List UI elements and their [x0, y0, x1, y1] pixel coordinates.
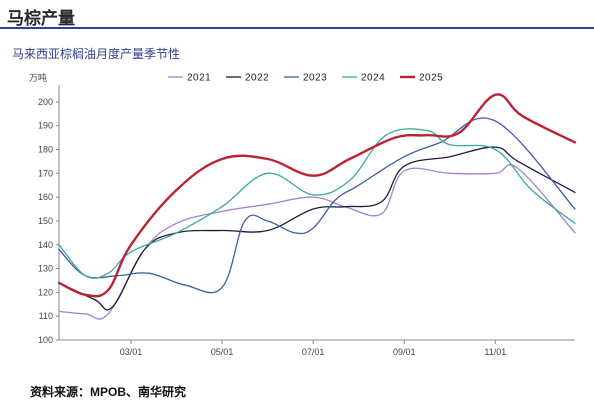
x-tick-label: 07/01: [302, 347, 325, 357]
chart-legend: 2021 2022 2023 2024 2025: [168, 73, 443, 84]
series-line-2021: [58, 164, 576, 320]
header-divider: [0, 27, 594, 29]
x-tick-label: 05/01: [211, 347, 234, 357]
y-tick-label: 190: [38, 121, 53, 131]
series-line-2024: [58, 128, 576, 280]
x-tick-label: 09/01: [393, 347, 416, 357]
legend-label-2025: 2025: [419, 73, 443, 84]
legend-label-2022: 2022: [245, 73, 269, 84]
x-tick-label: 03/01: [120, 347, 143, 357]
legend-label-2024: 2024: [361, 73, 385, 84]
y-tick-label: 130: [38, 264, 53, 274]
y-tick-label: 200: [38, 97, 53, 107]
series-line-2023: [58, 117, 576, 294]
x-axis: 03/01 05/01 07/01 09/01 11/01: [59, 339, 575, 357]
y-tick-label: 160: [38, 192, 53, 202]
y-tick-label: 140: [38, 240, 53, 250]
y-tick-label: 180: [38, 145, 53, 155]
series-line-2022: [58, 146, 576, 311]
report-header: 马棕产量: [0, 0, 594, 30]
y-axis: 万吨 100 110 120 130 140 150 160 170 180 190 200: [29, 72, 60, 345]
series-line-2025: [57, 93, 577, 298]
y-tick-label: 120: [38, 287, 53, 297]
y-tick-label: 100: [38, 335, 53, 345]
y-tick-label: 170: [38, 168, 53, 178]
legend-label-2023: 2023: [303, 73, 327, 84]
y-axis-unit-label: 万吨: [29, 72, 47, 83]
page-title: 马棕产量: [7, 9, 75, 28]
y-tick-label: 150: [38, 216, 53, 226]
chart-title: 马来西亚棕榈油月度产量季节性: [12, 47, 181, 61]
x-tick-label: 11/01: [484, 347, 506, 357]
source-note: 资料来源：MPOB、南华研究: [30, 385, 187, 399]
legend-label-2021: 2021: [187, 73, 211, 84]
series-lines: [57, 93, 577, 320]
y-tick-label: 110: [39, 311, 53, 321]
